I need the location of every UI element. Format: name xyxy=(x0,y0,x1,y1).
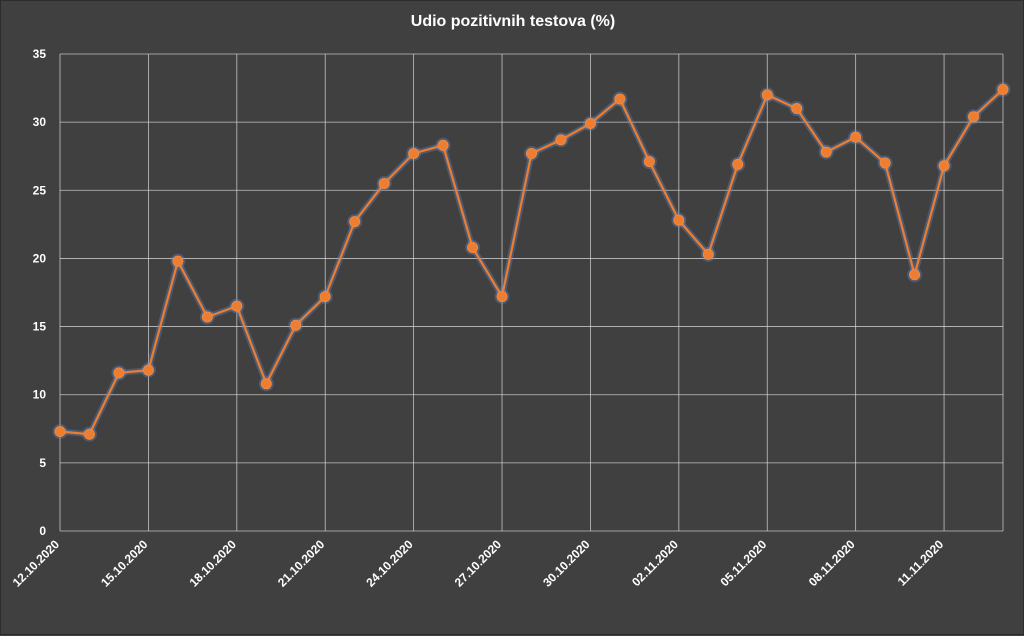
data-point xyxy=(467,242,479,254)
data-point xyxy=(378,177,390,189)
data-point xyxy=(997,83,1009,95)
x-tick-label: 27.10.2020 xyxy=(452,537,505,590)
x-tick-label: 12.10.2020 xyxy=(10,537,63,590)
y-tick-label: 25 xyxy=(33,183,47,197)
y-tick-label: 10 xyxy=(33,388,47,402)
series-line xyxy=(59,88,1004,436)
data-point xyxy=(290,319,302,331)
data-point xyxy=(702,248,714,260)
y-tick-label: 35 xyxy=(33,47,47,61)
x-axis-ticks: 12.10.2020 15.10.2020 18.10.2020 21.10.2020… xyxy=(10,537,947,590)
y-tick-label: 20 xyxy=(33,251,47,265)
series-glow xyxy=(52,81,1011,442)
data-point xyxy=(673,214,685,226)
data-point xyxy=(172,255,184,267)
data-point xyxy=(201,311,213,323)
data-point xyxy=(83,428,95,440)
data-point xyxy=(968,111,980,123)
x-tick-label: 11.11.2020 xyxy=(895,537,947,589)
data-point xyxy=(820,146,832,158)
y-tick-label: 5 xyxy=(39,456,46,470)
chart-title: Udio pozitivnih testova (%) xyxy=(410,13,616,30)
x-tick-label: 24.10.2020 xyxy=(363,537,416,590)
y-axis-ticks: 0 5 10 15 20 25 30 35 xyxy=(33,47,47,538)
data-point xyxy=(850,131,862,143)
data-point xyxy=(584,118,596,130)
data-point xyxy=(938,160,950,172)
data-point xyxy=(349,216,361,228)
data-point xyxy=(319,291,331,303)
data-point xyxy=(791,103,803,115)
data-point xyxy=(113,367,125,379)
data-point xyxy=(643,156,655,168)
data-point xyxy=(437,139,449,151)
data-point xyxy=(260,378,272,390)
x-tick-label: 08.11.2020 xyxy=(806,537,858,589)
x-tick-label: 18.10.2020 xyxy=(187,537,240,590)
x-tick-label: 21.10.2020 xyxy=(275,537,328,590)
data-point xyxy=(614,93,626,105)
data-point xyxy=(732,158,744,170)
y-tick-label: 15 xyxy=(33,320,47,334)
data-point xyxy=(526,147,537,159)
x-tick-label: 05.11.2020 xyxy=(717,537,769,589)
grid xyxy=(59,53,1004,532)
y-tick-label: 30 xyxy=(33,115,47,129)
data-point xyxy=(909,269,921,281)
data-point xyxy=(879,157,891,169)
data-point xyxy=(142,364,154,376)
data-point xyxy=(408,147,420,159)
y-tick-label: 0 xyxy=(39,524,46,538)
data-point xyxy=(555,134,567,146)
data-points xyxy=(54,83,1009,440)
series xyxy=(59,88,1004,436)
data-point xyxy=(496,291,508,303)
data-point xyxy=(761,89,773,101)
x-tick-label: 02.11.2020 xyxy=(629,537,681,589)
data-point xyxy=(231,300,243,312)
x-tick-label: 30.10.2020 xyxy=(540,537,593,590)
x-tick-label: 15.10.2020 xyxy=(98,537,151,590)
data-point xyxy=(54,426,66,438)
